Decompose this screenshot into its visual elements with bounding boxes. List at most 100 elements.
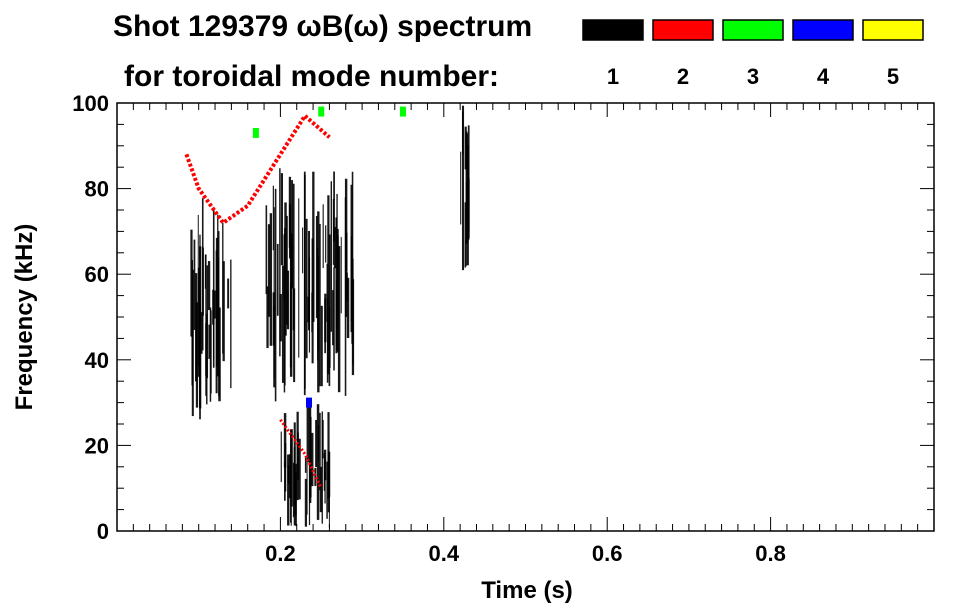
mode-1-streak — [272, 185, 274, 251]
mode-1-streak — [266, 286, 269, 349]
series-mode-2 — [184, 112, 331, 489]
legend-label-mode-3: 3 — [747, 64, 759, 89]
mode-1-streak — [274, 188, 277, 402]
mode-1-streak — [326, 461, 328, 519]
mode-1-streak — [227, 278, 230, 309]
mode-1-streak — [464, 202, 467, 268]
mode-1-region — [460, 105, 470, 271]
mode-1-streak — [205, 323, 207, 376]
mode-1-streak — [325, 225, 327, 263]
plot-data — [184, 105, 470, 528]
mode-1-streak — [194, 273, 198, 382]
mode-1-region — [265, 168, 355, 402]
mode-1-streak — [287, 454, 290, 526]
y-tick-label: 60 — [85, 262, 109, 287]
mode-1-streak — [230, 259, 232, 389]
mode-1-streak — [283, 413, 287, 468]
mode-1-streak — [305, 218, 308, 359]
mode-1-streak — [200, 312, 203, 354]
x-axis-label: Time (s) — [481, 577, 573, 604]
mode-1-streak — [336, 193, 338, 247]
mode-2-band — [184, 112, 331, 226]
legend-swatch-mode-1 — [582, 19, 644, 41]
mode-1-streak — [304, 478, 308, 527]
mode-1-streak — [332, 199, 334, 265]
x-axis: 0.2 0.4 0.6 0.8 — [132, 103, 919, 566]
mode-1-streak — [212, 209, 215, 368]
legend-label-mode-5: 5 — [887, 64, 899, 89]
mode-1-streak — [309, 434, 312, 488]
mode-1-streak — [280, 173, 284, 266]
mode-1-streak — [292, 462, 294, 518]
series-mode-1 — [190, 105, 470, 528]
mode-1-streak — [324, 459, 326, 504]
mode-3-point — [252, 127, 259, 138]
mode-1-streak — [317, 255, 319, 351]
mode-1-streak — [279, 294, 282, 342]
mode-1-streak — [464, 126, 467, 170]
mode-1-streak — [340, 237, 342, 314]
mode-1-streak — [465, 181, 467, 267]
mode-1-streak — [333, 226, 337, 269]
x-tick-label: 0.2 — [265, 541, 296, 566]
mode-1-streak — [222, 261, 225, 362]
y-tick-label: 40 — [85, 348, 109, 373]
mode-1-streak — [344, 197, 347, 396]
mode-1-streak — [319, 223, 321, 387]
mode-1-streak — [323, 453, 326, 491]
mode-1-streak — [292, 183, 295, 331]
mode-1-streak — [214, 290, 216, 319]
mode-4-point — [305, 397, 312, 408]
legend: 1 2 3 4 5 — [582, 19, 924, 89]
mode-1-streak — [267, 224, 271, 317]
mode-1-streak — [461, 105, 465, 271]
y-tick-label: 80 — [85, 177, 109, 202]
mode-1-streak — [350, 184, 353, 333]
x-tick-label: 0.6 — [592, 541, 623, 566]
legend-swatch-mode-3 — [722, 19, 784, 41]
mode-1-streak — [284, 295, 286, 386]
y-tick-label: 20 — [85, 433, 109, 458]
mode-1-streak — [312, 171, 315, 322]
mode-1-streak — [317, 425, 320, 461]
chart-subtitle: for toroidal mode number: — [124, 60, 499, 93]
mode-1-streak — [290, 443, 292, 526]
mode-1-streak — [288, 454, 291, 499]
mode-1-streak — [315, 216, 318, 319]
mode-1-streak — [467, 177, 470, 238]
mode-1-streak — [218, 307, 221, 402]
mode-1-streak — [319, 466, 323, 513]
mode-1-streak — [212, 289, 215, 325]
y-tick-label: 0 — [97, 519, 109, 544]
mode-1-streak — [204, 254, 207, 289]
mode-1-streak — [298, 198, 300, 358]
mode-1-streak — [326, 298, 329, 383]
mode-1-streak — [286, 270, 290, 330]
mode-1-streak — [326, 263, 328, 322]
mode-1-streak — [316, 404, 320, 520]
mode-1-streak — [317, 247, 319, 361]
mode-1-streak — [201, 198, 204, 351]
mode-1-streak — [288, 176, 292, 248]
mode-1-streak — [279, 168, 281, 357]
mode-1-streak — [336, 235, 339, 323]
mode-1-streak — [269, 213, 273, 346]
mode-1-streak — [213, 311, 215, 361]
mode-1-streak — [190, 229, 193, 337]
mode-1-streak — [330, 181, 332, 332]
y-tick-label: 100 — [72, 91, 109, 116]
plot-frame — [116, 102, 935, 532]
mode-1-streak — [328, 451, 331, 497]
mode-1-streak — [311, 432, 314, 487]
mode-1-streak — [320, 305, 323, 387]
mode-3-point — [399, 106, 406, 117]
mode-1-streak — [293, 447, 296, 505]
legend-label-mode-1: 1 — [607, 64, 619, 89]
mode-1-streak — [303, 171, 306, 396]
x-tick-label: 0.8 — [755, 541, 786, 566]
legend-label-mode-4: 4 — [817, 64, 830, 89]
mode-1-streak — [199, 303, 201, 420]
mode-1-streak — [286, 215, 288, 325]
mode-1-streak — [319, 412, 321, 491]
